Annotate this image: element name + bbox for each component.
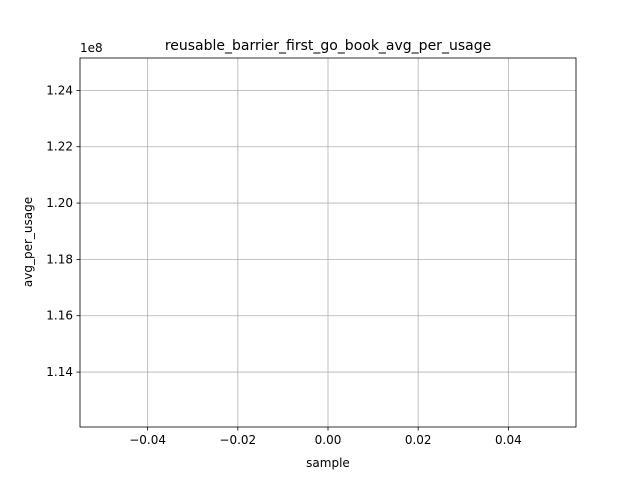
y-tick-label: 1.24 [46, 83, 73, 97]
y-tick-label: 1.16 [46, 309, 73, 323]
x-tick-label: 0.02 [405, 433, 432, 447]
x-axis-title: sample [306, 456, 350, 470]
x-tick-label: 0.00 [315, 433, 342, 447]
plot-frame [79, 57, 577, 428]
x-tick-label: −0.02 [219, 433, 256, 447]
y-tick-label: 1.18 [46, 252, 73, 266]
x-tick-label: 0.04 [495, 433, 522, 447]
grid-lines [80, 58, 576, 427]
y-tick-label: 1.20 [46, 196, 73, 210]
chart-title: reusable_barrier_first_go_book_avg_per_u… [165, 38, 491, 54]
x-tick-label: −0.04 [129, 433, 166, 447]
axis-ticks: −0.04 −0.02 0.00 0.02 0.04 1.14 1.16 1.18 1.20 1.… [46, 83, 521, 447]
y-offset-label: 1e8 [80, 41, 103, 55]
y-tick-label: 1.14 [46, 365, 73, 379]
y-axis-title: avg_per_usage [21, 197, 35, 287]
y-tick-label: 1.22 [46, 140, 73, 154]
